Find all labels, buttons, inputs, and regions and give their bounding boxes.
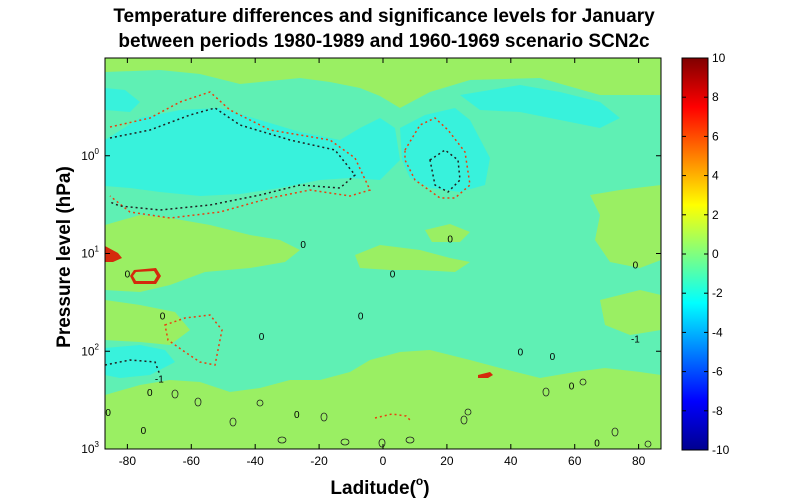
contour-label: 0	[594, 439, 600, 450]
fill-region-pos-edge	[105, 246, 122, 262]
x-tick-label: 0	[380, 454, 387, 468]
x-axis-title-end: )	[423, 478, 429, 499]
colorbar-tick-label: -6	[712, 365, 723, 379]
fill-region-neg-right-top	[460, 85, 620, 128]
contour-label: 0	[259, 332, 265, 343]
contour-label: 0	[390, 269, 396, 280]
colorbar	[681, 57, 709, 451]
x-tick-label: -80	[119, 454, 137, 468]
colorbar-tick-label: 2	[712, 208, 719, 222]
contour-label: 0	[633, 261, 639, 272]
x-tick-label: 80	[632, 454, 646, 468]
contour-label: 0	[294, 410, 300, 421]
contour-label: 0	[141, 426, 147, 437]
contour-label: 0	[550, 352, 556, 363]
colorbar-tick-label: -4	[712, 325, 723, 339]
fill-region-lower	[105, 350, 661, 449]
contour-label: 0	[358, 311, 364, 322]
x-tick-label: -60	[183, 454, 201, 468]
significance-contours	[105, 91, 471, 421]
fill-region-left-low	[105, 300, 190, 345]
y-tick-exponent: 1	[95, 245, 100, 254]
contour-label: 0	[518, 347, 524, 358]
x-axis-title-superscript: o	[416, 474, 423, 488]
colorbar-tick-label: 10	[712, 51, 726, 65]
y-tick-base: 10	[81, 247, 95, 261]
contour-label: 0	[300, 240, 306, 251]
contour-label: -1	[155, 374, 164, 385]
y-tick-exponent: 0	[95, 147, 100, 156]
x-tick-label: 60	[568, 454, 582, 468]
colorbar-tick-label: 8	[712, 90, 719, 104]
fill-region-tropic	[355, 245, 470, 272]
fill-region-mideast	[590, 185, 661, 268]
y-tick-exponent: 2	[95, 342, 100, 351]
x-axis: -80 -60 -40 -20 0 20 40 60 80	[119, 58, 646, 468]
x-tick-label: 40	[504, 454, 518, 468]
chart-title-line2: between periods 1980-1989 and 1960-1969 …	[118, 31, 650, 52]
colorbar-tick-label: 4	[712, 169, 719, 183]
colorbar-tick-label: 0	[712, 247, 719, 261]
y-tick-base: 10	[81, 442, 95, 456]
y-tick-base: 10	[81, 149, 95, 163]
colorbar-tick-label: 6	[712, 129, 719, 143]
y-axis-title: Pressure level (hPa)	[54, 166, 75, 348]
fill-region-neg-left-top	[105, 88, 140, 112]
fill-region-small	[425, 224, 470, 242]
contour-label: 0	[160, 311, 166, 322]
y-tick-label: 101	[81, 245, 99, 261]
x-tick-label: 20	[440, 454, 454, 468]
zero-contour-outlines	[171, 378, 652, 448]
y-tick-base: 10	[81, 344, 95, 358]
colorbar-tick-label: -8	[712, 404, 723, 418]
x-tick-label: -40	[247, 454, 265, 468]
fill-region-upper	[105, 58, 661, 108]
contour-label: 0	[147, 388, 153, 399]
x-axis-title-main: Laditude(	[330, 478, 416, 499]
colorbar-tick-label: -10	[712, 443, 730, 457]
y-tick-label: 102	[81, 342, 99, 358]
fill-region-right-low	[600, 290, 661, 335]
colorbar-axis: 10 8 6 4 2 0 -2 -4 -6 -8 -10	[682, 51, 730, 457]
contour-label: 0	[569, 382, 575, 393]
contour-label: 0	[447, 234, 453, 245]
y-tick-label: 103	[81, 440, 99, 456]
fill-region-pos-ring-inner	[133, 271, 157, 281]
fill-region-neg-band	[105, 108, 400, 196]
x-axis-title: Laditude(o)	[330, 474, 429, 499]
contour-label: -1	[631, 334, 640, 345]
contour-label: 0	[125, 269, 131, 280]
fill-region-pos-small	[478, 372, 493, 378]
y-tick-exponent: 3	[95, 440, 100, 449]
x-tick-label: -20	[310, 454, 328, 468]
colorbar-tick-label: -2	[712, 286, 723, 300]
y-tick-label: 100	[81, 147, 99, 163]
contour-label: 0	[105, 408, 111, 419]
chart-title-line1: Temperature differences and significance…	[113, 6, 655, 27]
